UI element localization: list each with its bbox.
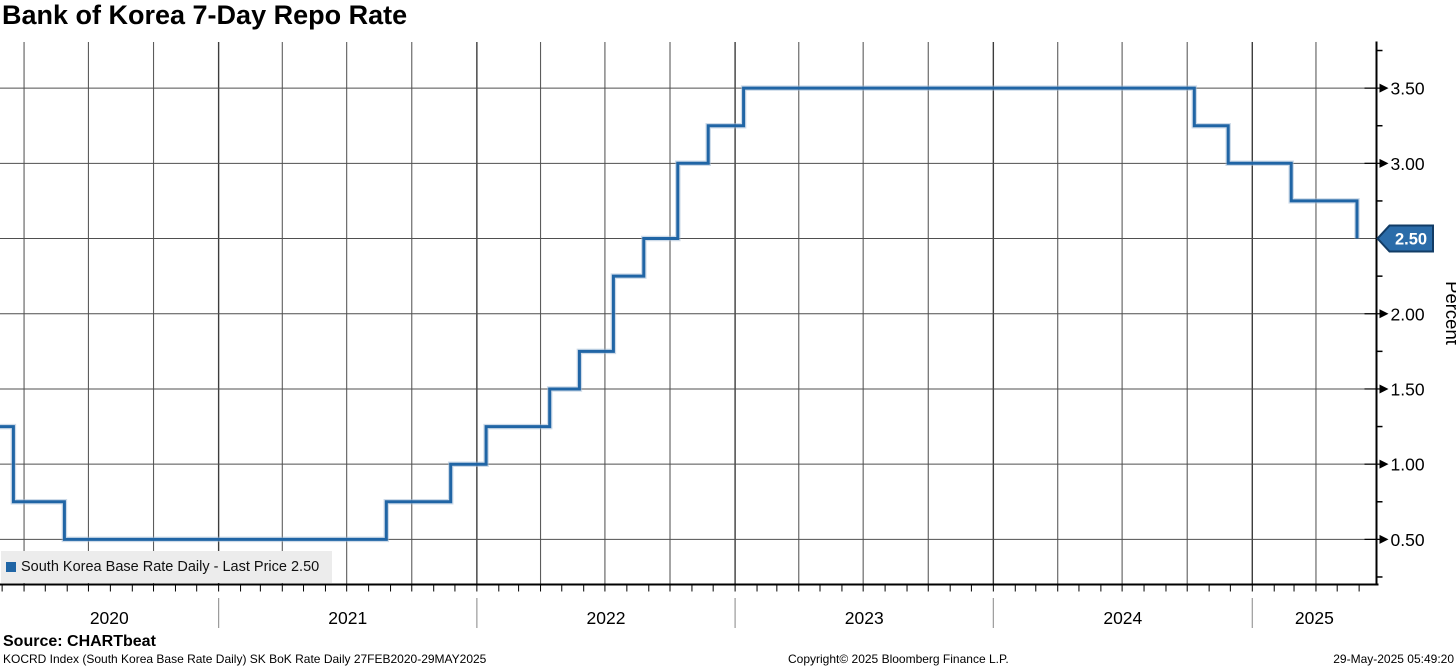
x-year-label: 2023 bbox=[845, 608, 884, 628]
y-tick-arrowhead-icon bbox=[1379, 384, 1389, 394]
x-year-label: 2020 bbox=[90, 608, 129, 628]
timestamp: 29-May-2025 05:49:20 bbox=[1333, 652, 1454, 666]
copyright-line: Copyright© 2025 Bloomberg Finance L.P. bbox=[788, 652, 1009, 666]
y-tick-arrowhead-icon bbox=[1379, 459, 1389, 469]
legend-series-marker-icon bbox=[6, 562, 16, 572]
y-tick-label: 3.50 bbox=[1391, 79, 1425, 99]
y-axis-title: Percent bbox=[1442, 281, 1456, 345]
y-tick-label: 3.00 bbox=[1391, 154, 1425, 174]
legend-series-label: South Korea Base Rate Daily - Last Price… bbox=[21, 559, 320, 575]
y-tick-arrowhead-icon bbox=[1379, 83, 1389, 93]
y-tick-arrowhead-icon bbox=[1379, 158, 1389, 168]
x-year-label: 2021 bbox=[328, 608, 367, 628]
y-tick-label: 0.50 bbox=[1391, 530, 1425, 550]
legend: South Korea Base Rate Daily - Last Price… bbox=[1, 551, 332, 583]
x-year-label: 2025 bbox=[1295, 608, 1334, 628]
y-tick-arrowhead-icon bbox=[1379, 534, 1389, 544]
rate-step-line bbox=[0, 86, 1359, 541]
chart-title: Bank of Korea 7-Day Repo Rate bbox=[2, 0, 408, 30]
last-price-badge bbox=[1376, 224, 1434, 253]
y-tick-label: 1.50 bbox=[1391, 379, 1425, 399]
y-tick-arrowhead-icon bbox=[1379, 309, 1389, 319]
x-year-label: 2022 bbox=[587, 608, 626, 628]
source-line: Source: CHARTbeat bbox=[3, 633, 156, 650]
ticker-description: KOCRD Index (South Korea Base Rate Daily… bbox=[3, 652, 487, 666]
x-year-label: 2024 bbox=[1103, 608, 1142, 628]
y-tick-label: 1.00 bbox=[1391, 455, 1425, 475]
y-tick-label: 2.00 bbox=[1391, 304, 1425, 324]
last-price-badge-value: 2.50 bbox=[1395, 231, 1427, 249]
